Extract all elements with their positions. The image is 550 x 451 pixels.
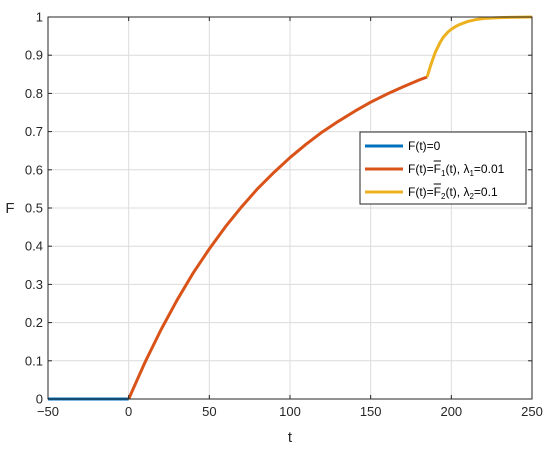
y-tick-label: 0.7	[25, 124, 43, 139]
y-tick-label: 0.6	[25, 162, 43, 177]
x-tick-label: 250	[521, 404, 543, 419]
axis-ticks: −50 0 50 100 150 200 25000.10.20.30.40.50.60.7…	[25, 10, 543, 420]
series-f2-line	[425, 15, 533, 78]
y-tick-label: 1	[36, 10, 43, 25]
x-tick-label: 0	[125, 404, 132, 419]
x-tick-label: 100	[279, 404, 301, 419]
legend: F(t)=0 F(t)=F1(t), λ1=0.01 F(t)=F2(t), λ2=…	[359, 131, 527, 205]
y-tick-label: 0	[36, 392, 43, 407]
y-tick-label: 0.9	[25, 48, 43, 63]
legend-label: F(t)=F1(t), λ1=0.01	[408, 162, 505, 178]
y-tick-label: 0.1	[25, 353, 43, 368]
x-axis-title: t	[288, 429, 293, 446]
x-tick-label: −50	[37, 404, 59, 419]
y-tick-label: 0.2	[25, 315, 43, 330]
legend-label: F(t)=F2(t), λ2=0.1	[408, 185, 498, 201]
y-tick-label: 0.5	[25, 201, 43, 216]
x-tick-label: 50	[202, 404, 216, 419]
y-axis-title: F	[5, 200, 14, 217]
x-tick-label: 200	[440, 404, 462, 419]
x-tick-label: 150	[360, 404, 382, 419]
y-tick-label: 0.4	[25, 239, 43, 254]
series-f1-line	[127, 75, 428, 400]
legend-label: F(t)=0	[408, 139, 441, 153]
y-tick-label: 0.3	[25, 277, 43, 292]
y-tick-label: 0.8	[25, 86, 43, 101]
